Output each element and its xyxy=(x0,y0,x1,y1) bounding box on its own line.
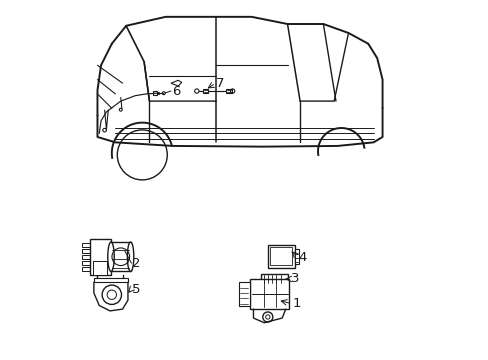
Bar xyxy=(90,239,111,275)
Circle shape xyxy=(102,285,121,305)
Bar xyxy=(111,242,130,271)
Bar xyxy=(267,244,294,268)
Bar xyxy=(249,279,289,309)
Ellipse shape xyxy=(107,242,114,271)
Bar xyxy=(93,261,107,275)
Text: 7: 7 xyxy=(215,77,224,90)
Text: 4: 4 xyxy=(298,251,306,264)
Circle shape xyxy=(262,312,272,322)
Bar xyxy=(82,267,90,271)
Bar xyxy=(82,249,90,253)
Text: 6: 6 xyxy=(171,85,180,98)
Text: 5: 5 xyxy=(132,283,141,296)
Text: 1: 1 xyxy=(292,297,301,310)
Bar xyxy=(82,261,90,265)
Polygon shape xyxy=(171,80,182,86)
Bar xyxy=(153,91,156,95)
Bar xyxy=(202,89,208,93)
Text: 2: 2 xyxy=(132,257,141,270)
Bar xyxy=(82,243,90,247)
Ellipse shape xyxy=(127,242,134,271)
Bar xyxy=(94,278,128,282)
Bar xyxy=(294,249,298,264)
Text: 3: 3 xyxy=(290,273,299,285)
Bar xyxy=(226,89,231,93)
Bar xyxy=(270,247,292,265)
Bar xyxy=(156,92,159,94)
Bar xyxy=(260,274,287,284)
Bar xyxy=(82,255,90,259)
Bar xyxy=(239,282,249,306)
